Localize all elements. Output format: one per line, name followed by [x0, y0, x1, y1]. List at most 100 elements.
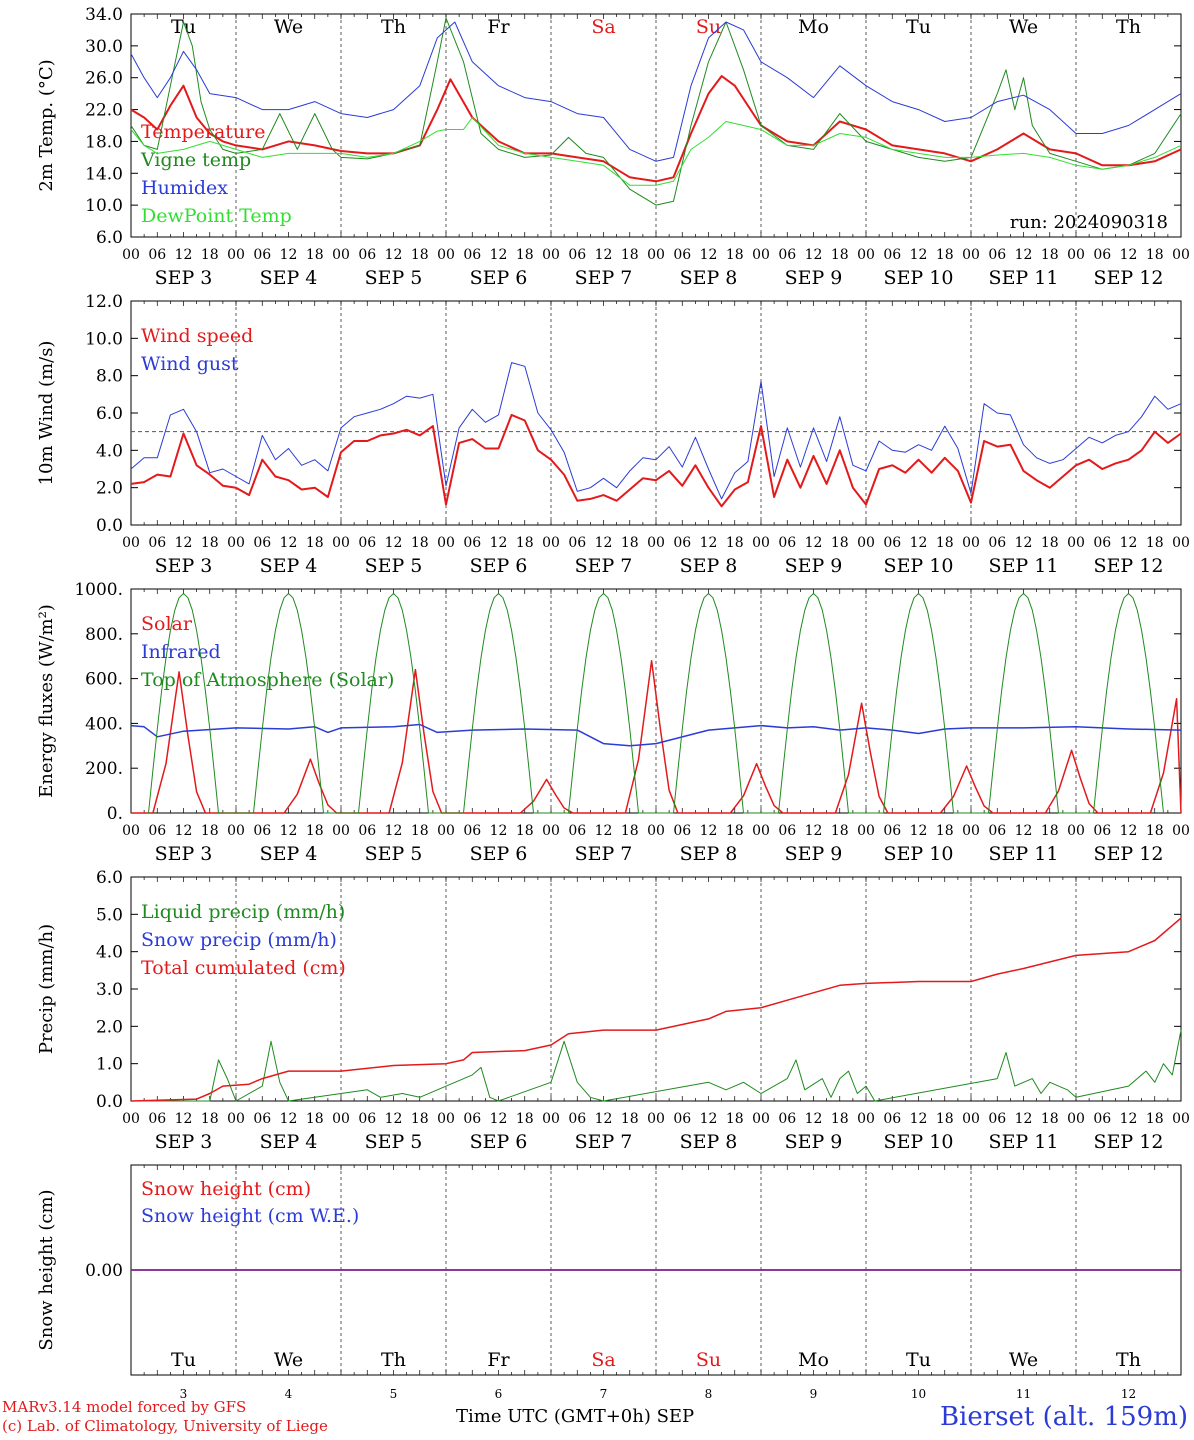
day-of-week-label: Mo: [798, 16, 829, 38]
day-number-label: 5: [390, 1387, 398, 1401]
footer-model: MARv3.14 model forced by GFS: [2, 1398, 247, 1416]
hour-label: 12: [700, 1111, 718, 1127]
legend-entry: Total cumulated (cm): [141, 957, 346, 979]
date-label: SEP 10: [884, 843, 954, 865]
hour-label: 00: [227, 1111, 245, 1127]
hour-label: 06: [568, 247, 586, 263]
date-label: SEP 8: [680, 555, 738, 577]
footer-lab: (c) Lab. of Climatology, University of L…: [2, 1417, 328, 1435]
hour-label: 12: [175, 1111, 193, 1127]
hour-label: 06: [883, 535, 901, 551]
hour-label: 06: [778, 1111, 796, 1127]
hour-label: 12: [490, 1111, 508, 1127]
hour-label: 00: [542, 1111, 560, 1127]
hour-label: 06: [673, 823, 691, 839]
hour-label: 00: [647, 247, 665, 263]
hour-label: 06: [1093, 247, 1111, 263]
y-tick-label: 10.0: [85, 329, 123, 349]
day-of-week-label: Tu: [906, 1349, 931, 1371]
legend-entry: Infrared: [141, 641, 221, 663]
y-tick-label: 0.00: [85, 1261, 123, 1281]
hour-label: 00: [1067, 1111, 1085, 1127]
y-tick-label: 14.0: [85, 164, 123, 184]
hour-label: 06: [778, 823, 796, 839]
hour-label: 06: [358, 535, 376, 551]
hour-label: 12: [700, 247, 718, 263]
hour-label: 00: [332, 247, 350, 263]
hour-label: 18: [1041, 247, 1059, 263]
hour-label: 12: [805, 535, 823, 551]
date-label: SEP 7: [575, 267, 633, 289]
hour-label: 12: [490, 823, 508, 839]
hour-label: 18: [726, 1111, 744, 1127]
day-of-week-label: We: [1009, 16, 1038, 38]
hour-label: 18: [1041, 535, 1059, 551]
hour-label: 06: [988, 247, 1006, 263]
day-number-label: 12: [1121, 1387, 1136, 1401]
plot-frame: [130, 300, 1182, 526]
hour-label: 12: [1015, 1111, 1033, 1127]
hour-label: 18: [516, 1111, 534, 1127]
y-tick-label: 4.0: [96, 943, 123, 963]
date-label: SEP 12: [1094, 843, 1164, 865]
legend-entry: Snow height (cm W.E.): [141, 1205, 359, 1227]
day-of-week-label: Sa: [591, 16, 615, 38]
hour-label: 00: [962, 823, 980, 839]
day-of-week-label: We: [1009, 1349, 1038, 1371]
hour-label: 06: [1093, 823, 1111, 839]
y-tick-label: 8.0: [96, 367, 123, 387]
date-label: SEP 12: [1094, 1131, 1164, 1153]
date-label: SEP 3: [155, 1131, 213, 1153]
panel-5: 0.00 Snow height (cm) Snow height (cm) Snow…: [36, 1164, 1182, 1401]
hour-label: 06: [1093, 535, 1111, 551]
hour-label: 06: [463, 823, 481, 839]
hour-label: 12: [1120, 823, 1138, 839]
date-label: SEP 8: [680, 267, 738, 289]
hour-label: 06: [568, 1111, 586, 1127]
legend-entry: Wind speed: [141, 325, 253, 347]
hour-label: 00: [227, 535, 245, 551]
date-label: SEP 11: [989, 843, 1059, 865]
y-tick-label: 10.0: [85, 196, 123, 216]
plot-frame: [130, 588, 1182, 814]
hour-label: 18: [831, 247, 849, 263]
hour-label: 18: [306, 823, 324, 839]
hour-label: 12: [1120, 535, 1138, 551]
date-label: SEP 10: [884, 1131, 954, 1153]
day-of-week-label: Tu: [171, 1349, 196, 1371]
day-of-week-label: Th: [1116, 1349, 1141, 1371]
date-label: SEP 10: [884, 555, 954, 577]
hour-label: 06: [253, 1111, 271, 1127]
hour-label: 12: [910, 247, 928, 263]
hour-label: 18: [516, 247, 534, 263]
date-label: SEP 3: [155, 555, 213, 577]
hour-label: 12: [490, 247, 508, 263]
hour-label: 00: [857, 1111, 875, 1127]
date-label: SEP 4: [260, 1131, 318, 1153]
hour-label: 12: [385, 535, 403, 551]
hour-label: 12: [385, 1111, 403, 1127]
legend-entry: Snow precip (mm/h): [141, 929, 337, 951]
date-label: SEP 12: [1094, 555, 1164, 577]
hour-label: 18: [1146, 1111, 1164, 1127]
day-of-week-label: Mo: [798, 1349, 829, 1371]
hour-label: 00: [332, 823, 350, 839]
y-tick-label: 30.0: [85, 37, 123, 57]
legend-entry: Snow height (cm): [141, 1178, 311, 1200]
hour-label: 18: [936, 535, 954, 551]
day-number-label: 7: [600, 1387, 608, 1401]
y-tick-label: 6.0: [96, 404, 123, 424]
hour-label: 18: [726, 535, 744, 551]
hour-label: 12: [1015, 823, 1033, 839]
footer-time-axis-label: Time UTC (GMT+0h) SEP: [456, 1406, 695, 1427]
hour-label: 12: [700, 535, 718, 551]
day-of-week-label: Fr: [487, 1349, 510, 1371]
hour-label: 00: [1172, 823, 1190, 839]
hour-label: 06: [148, 535, 166, 551]
hour-label: 12: [175, 535, 193, 551]
y-tick-label: 4.0: [96, 441, 123, 461]
y-axis-label: Energy fluxes (W/m²): [36, 604, 57, 798]
hour-label: 00: [542, 535, 560, 551]
y-axis-label: 10m Wind (m/s): [36, 341, 57, 486]
hour-label: 12: [805, 247, 823, 263]
